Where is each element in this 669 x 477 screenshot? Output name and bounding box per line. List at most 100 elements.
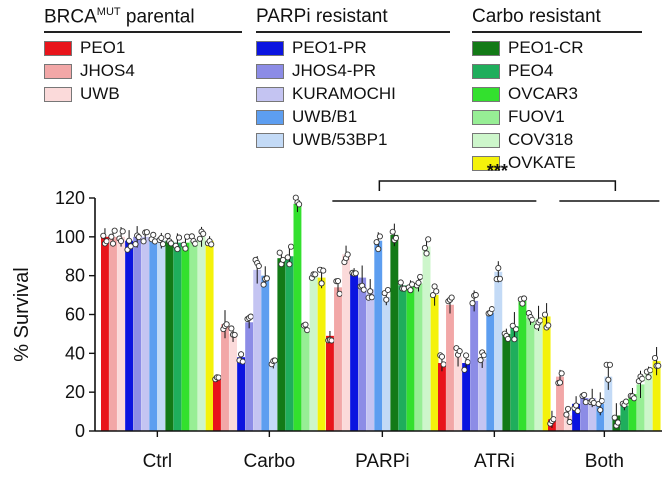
bar: [556, 376, 564, 431]
legend-item: UWB/B1: [256, 106, 450, 128]
replicate-point: [373, 239, 380, 246]
replicate-point: [639, 375, 646, 382]
replicate-point: [247, 313, 254, 320]
replicate-point: [174, 246, 181, 253]
bar: [572, 403, 581, 431]
replicate-point: [118, 237, 125, 245]
bar: [390, 234, 399, 431]
replicate-point: [477, 357, 484, 364]
bar: [213, 378, 221, 431]
replicate-point: [119, 228, 126, 235]
bar: [350, 271, 359, 431]
replicate-point: [334, 277, 342, 285]
y-tick-label: 120: [55, 188, 85, 208]
bar: [636, 384, 645, 431]
replicate-point: [286, 261, 293, 268]
replicate-point: [565, 405, 572, 412]
replicate-point: [464, 359, 471, 366]
replicate-point: [150, 231, 157, 238]
legend-group-title: PARPi resistant: [256, 6, 450, 33]
replicate-point: [159, 241, 166, 248]
legend-group-3: Carbo resistant PEO1-CR PEO4 OVCAR3 FUOV1 COV…: [472, 6, 642, 174]
replicate-point: [438, 353, 446, 360]
replicate-point: [368, 294, 375, 301]
legend-item: OVKATE: [472, 152, 642, 174]
replicate-point: [614, 419, 622, 426]
y-tick-label: 100: [55, 227, 85, 247]
replicate-point: [519, 300, 526, 307]
bar: [181, 242, 190, 431]
replicate-point: [271, 357, 279, 364]
replicate-point: [469, 300, 476, 307]
legend-swatch: [472, 109, 500, 125]
legend-item: JHOS4-PR: [256, 60, 450, 82]
replicate-point: [238, 351, 245, 358]
significance-label: ***: [487, 161, 508, 181]
replicate-point: [558, 370, 565, 377]
bar: [580, 397, 589, 431]
replicate-point: [126, 237, 133, 244]
bar: [446, 304, 454, 431]
replicate-point: [108, 233, 115, 240]
replicate-point: [215, 374, 222, 381]
legend-label: KURAMOCHI: [292, 84, 396, 103]
replicate-point: [504, 335, 512, 342]
replicate-point: [375, 246, 382, 253]
replicate-point: [440, 361, 447, 368]
bar: [221, 324, 229, 431]
replicate-point: [164, 232, 171, 240]
bar: [644, 372, 653, 431]
y-tick-label: 60: [65, 305, 85, 325]
bar: [285, 256, 294, 431]
replicate-point: [100, 232, 107, 239]
bar: [454, 357, 462, 431]
replicate-point: [302, 321, 309, 328]
legend-label: FUOV1: [508, 107, 565, 126]
bar: [542, 316, 551, 431]
bar: [149, 238, 158, 431]
replicate-point: [352, 270, 359, 277]
replicate-point: [109, 240, 117, 247]
legend-title-text: BRCA: [44, 6, 97, 28]
replicate-point: [563, 411, 570, 418]
bar: [189, 240, 198, 431]
replicate-point: [521, 295, 528, 302]
bar: [596, 403, 605, 431]
y-tick-label: 20: [65, 382, 85, 402]
legend-label: OVCAR3: [508, 84, 578, 103]
bar: [494, 271, 503, 431]
bar: [309, 275, 318, 431]
replicate-point: [140, 238, 147, 245]
replicate-point: [231, 331, 238, 338]
y-tick-label: 80: [65, 266, 85, 286]
replicate-point: [328, 337, 335, 344]
legend-item: UWB: [44, 83, 242, 105]
legend-group-title: BRCAMUT parental: [44, 6, 242, 34]
bar: [462, 363, 471, 431]
bar: [620, 405, 629, 431]
replicate-point: [495, 264, 502, 272]
replicate-point: [200, 230, 207, 237]
bar: [141, 236, 150, 431]
legend-group-2: PARPi resistant PEO1-PR JHOS4-PR KURAMOCHI U…: [256, 6, 450, 151]
replicate-point: [597, 406, 604, 414]
x-tick-label: Both: [585, 451, 624, 472]
replicate-point: [511, 336, 518, 343]
replicate-point: [367, 288, 374, 295]
replicate-point: [423, 250, 430, 257]
replicate-point: [472, 291, 479, 299]
replicate-point: [175, 234, 183, 241]
replicate-point: [344, 251, 351, 258]
x-tick-label: Ctrl: [143, 451, 173, 472]
replicate-point: [425, 236, 432, 243]
replicate-point: [284, 254, 291, 261]
replicate-point: [433, 288, 440, 295]
replicate-point: [480, 352, 487, 359]
bar: [237, 357, 246, 431]
legend-item: PEO1-PR: [256, 37, 450, 59]
legend-title-suffix: parental: [120, 6, 195, 28]
bar: [358, 277, 367, 431]
legend: BRCAMUT parental PEO1 JHOS4 UWB PARPi resist…: [0, 0, 669, 175]
replicate-point: [645, 374, 652, 381]
replicate-point: [182, 245, 189, 252]
